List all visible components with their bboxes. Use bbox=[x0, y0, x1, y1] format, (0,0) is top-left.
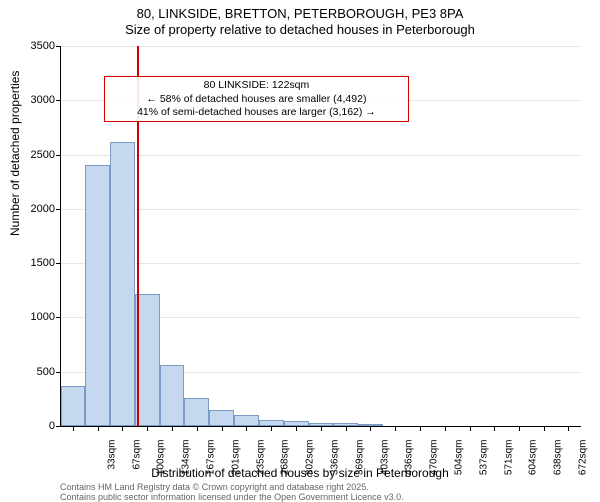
x-tick-mark bbox=[122, 426, 123, 431]
y-tick-label: 2000 bbox=[5, 203, 55, 215]
histogram-bar bbox=[160, 365, 184, 426]
x-tick-mark bbox=[197, 426, 198, 431]
y-tick-mark bbox=[56, 426, 61, 427]
x-tick-mark bbox=[470, 426, 471, 431]
x-tick-mark bbox=[370, 426, 371, 431]
x-tick-mark bbox=[147, 426, 148, 431]
x-tick-mark bbox=[568, 426, 569, 431]
histogram-bar bbox=[85, 165, 110, 426]
x-tick-mark bbox=[420, 426, 421, 431]
chart-title-line1: 80, LINKSIDE, BRETTON, PETERBOROUGH, PE3… bbox=[0, 6, 600, 21]
plot-area: 80 LINKSIDE: 122sqm← 58% of detached hou… bbox=[60, 46, 581, 427]
annotation-line: 41% of semi-detached houses are larger (… bbox=[111, 106, 402, 119]
y-tick-mark bbox=[56, 100, 61, 101]
x-tick-mark bbox=[346, 426, 347, 431]
x-tick-mark bbox=[222, 426, 223, 431]
x-tick-mark bbox=[98, 426, 99, 431]
y-tick-mark bbox=[56, 209, 61, 210]
histogram-bar bbox=[234, 415, 258, 426]
x-tick-mark bbox=[494, 426, 495, 431]
y-tick-label: 3500 bbox=[5, 40, 55, 52]
histogram-bar bbox=[61, 386, 85, 426]
y-tick-label: 0 bbox=[5, 420, 55, 432]
histogram-bar bbox=[110, 142, 134, 426]
x-tick-mark bbox=[321, 426, 322, 431]
y-tick-mark bbox=[56, 317, 61, 318]
y-tick-mark bbox=[56, 155, 61, 156]
x-tick-mark bbox=[544, 426, 545, 431]
y-tick-mark bbox=[56, 372, 61, 373]
annotation-line: 80 LINKSIDE: 122sqm bbox=[111, 79, 402, 92]
footer-attribution-1: Contains HM Land Registry data © Crown c… bbox=[60, 482, 369, 492]
y-tick-label: 500 bbox=[5, 366, 55, 378]
x-tick-mark bbox=[73, 426, 74, 431]
x-tick-mark bbox=[296, 426, 297, 431]
y-tick-label: 3000 bbox=[5, 94, 55, 106]
footer-attribution-2: Contains public sector information licen… bbox=[60, 492, 404, 502]
x-tick-mark bbox=[172, 426, 173, 431]
x-tick-mark bbox=[519, 426, 520, 431]
y-tick-label: 2500 bbox=[5, 149, 55, 161]
histogram-bar bbox=[209, 410, 234, 426]
x-tick-mark bbox=[246, 426, 247, 431]
chart-title-line2: Size of property relative to detached ho… bbox=[0, 22, 600, 37]
histogram-bar bbox=[184, 398, 209, 426]
y-tick-mark bbox=[56, 263, 61, 264]
annotation-line: ← 58% of detached houses are smaller (4,… bbox=[111, 93, 402, 106]
x-tick-mark bbox=[271, 426, 272, 431]
x-tick-mark bbox=[445, 426, 446, 431]
y-tick-label: 1000 bbox=[5, 311, 55, 323]
annotation-box: 80 LINKSIDE: 122sqm← 58% of detached hou… bbox=[104, 76, 409, 121]
chart-container: 80, LINKSIDE, BRETTON, PETERBOROUGH, PE3… bbox=[0, 0, 600, 500]
y-tick-mark bbox=[56, 46, 61, 47]
y-tick-label: 1500 bbox=[5, 257, 55, 269]
x-axis-label: Distribution of detached houses by size … bbox=[0, 466, 600, 480]
x-tick-mark bbox=[395, 426, 396, 431]
